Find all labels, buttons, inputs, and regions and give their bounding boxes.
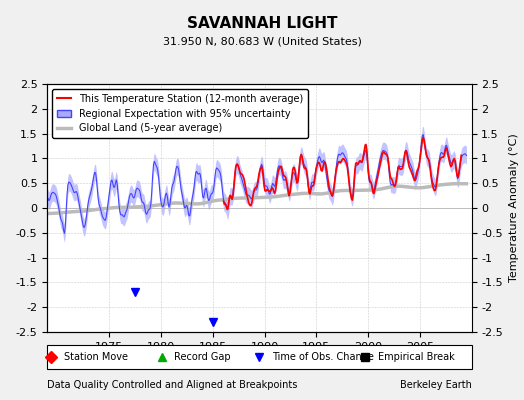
Text: Station Move: Station Move	[64, 352, 128, 362]
Text: SAVANNAH LIGHT: SAVANNAH LIGHT	[187, 16, 337, 31]
Text: Berkeley Earth: Berkeley Earth	[400, 380, 472, 390]
Text: 31.950 N, 80.683 W (United States): 31.950 N, 80.683 W (United States)	[162, 36, 362, 46]
Y-axis label: Temperature Anomaly (°C): Temperature Anomaly (°C)	[509, 134, 519, 282]
Legend: This Temperature Station (12-month average), Regional Expectation with 95% uncer: This Temperature Station (12-month avera…	[52, 89, 308, 138]
Text: Empirical Break: Empirical Break	[378, 352, 455, 362]
Text: Record Gap: Record Gap	[174, 352, 231, 362]
Text: Time of Obs. Change: Time of Obs. Change	[272, 352, 374, 362]
FancyBboxPatch shape	[47, 345, 472, 369]
Text: Data Quality Controlled and Aligned at Breakpoints: Data Quality Controlled and Aligned at B…	[47, 380, 298, 390]
